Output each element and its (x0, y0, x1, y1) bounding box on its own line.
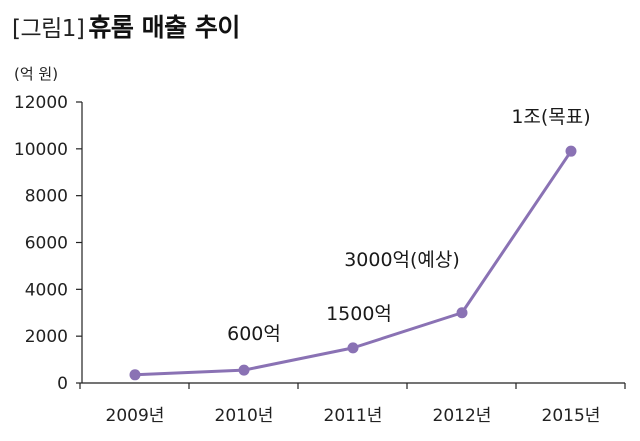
y-axis-unit-label: (억 원) (14, 65, 59, 83)
y-tick-label: 2000 (25, 327, 68, 347)
data-label: 600억 (227, 323, 281, 345)
y-tick-label: 4000 (25, 280, 68, 300)
data-label: 1500억 (326, 303, 392, 325)
y-tick-label: 8000 (25, 187, 68, 207)
data-point (129, 369, 141, 381)
chart-title-block: [그림1] 휴롬 매출 추이 (12, 8, 240, 44)
data-point (347, 342, 359, 354)
data-point (456, 307, 468, 319)
y-tick-label: 6000 (25, 234, 68, 254)
data-point (565, 145, 577, 157)
data-label: 3000억(예상) (344, 249, 460, 271)
x-tick-label: 2015년 (542, 406, 601, 426)
x-tick-label: 2011년 (324, 406, 383, 426)
data-point (238, 364, 250, 376)
figure-number: [그림1] (12, 16, 85, 42)
chart-title: 휴롬 매출 추이 (88, 13, 240, 42)
x-tick-label: 2010년 (215, 406, 274, 426)
x-tick-label: 2009년 (106, 406, 165, 426)
x-tick-label: 2012년 (433, 406, 492, 426)
y-tick-label: 12000 (14, 93, 68, 113)
y-tick-label: 0 (57, 374, 68, 394)
y-tick-label: 10000 (14, 140, 68, 160)
data-label: 1조(목표) (511, 106, 590, 128)
